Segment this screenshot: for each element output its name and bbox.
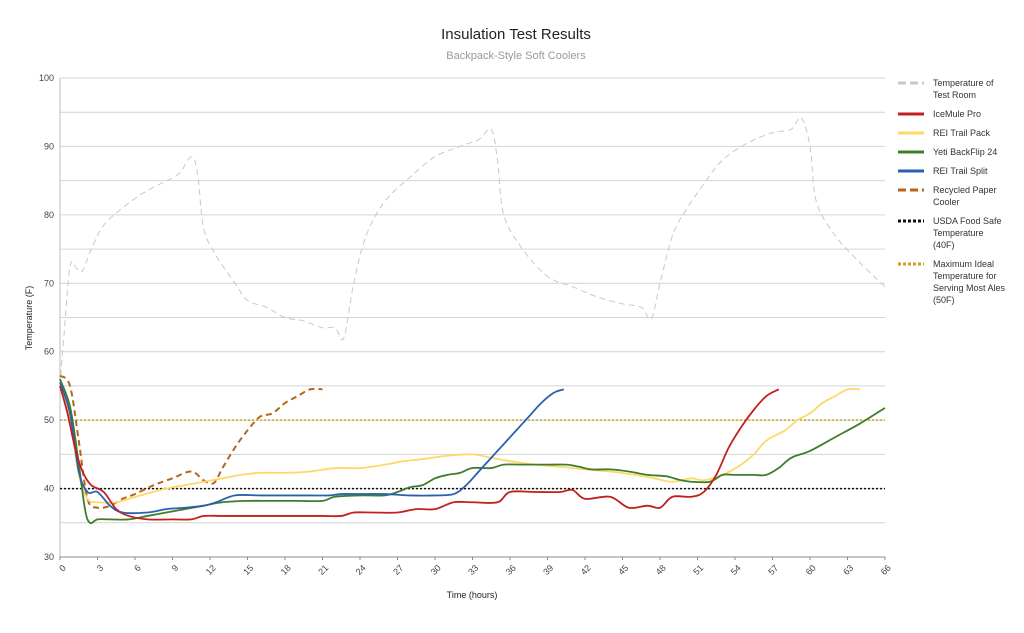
x-tick-label: 39 (541, 563, 555, 577)
series-line-yeti-backflip-24 (59, 378, 886, 525)
x-tick-label: 54 (729, 563, 743, 577)
x-tick-label: 42 (579, 563, 593, 577)
legend-label: REI Trail Split (933, 166, 988, 176)
x-tick-label: 66 (879, 563, 893, 577)
y-axis-ticks: 30 40 50 60 70 80 90 100 (39, 73, 54, 562)
x-tick-label: 45 (616, 563, 630, 577)
y-tick-label: 90 (44, 141, 54, 151)
x-tick-label: 30 (429, 563, 443, 577)
x-axis-ticks: 0 3 6 9 12 15 18 21 24 27 30 33 36 39 42 45 48 51 54 57 60 63… (57, 557, 893, 577)
x-tick-label: 0 (57, 563, 68, 574)
legend-label: Maximum Ideal (933, 259, 994, 269)
x-tick-label: 60 (804, 563, 818, 577)
y-tick-label: 50 (44, 415, 54, 425)
legend-label: USDA Food Safe (933, 216, 1002, 226)
chart-subtitle: Backpack-Style Soft Coolers (446, 50, 586, 62)
x-tick-label: 36 (504, 563, 518, 577)
y-tick-label: 70 (44, 278, 54, 288)
legend: Temperature of Test Room IceMule Pro REI Tr… (898, 78, 1006, 305)
x-tick-label: 24 (354, 563, 368, 577)
legend-label: Temperature (933, 228, 984, 238)
series-line-rei-trail-split (59, 382, 565, 515)
y-tick-label: 30 (44, 552, 54, 562)
legend-label: (40F) (933, 240, 955, 250)
legend-label: Yeti BackFlip 24 (933, 147, 997, 157)
x-tick-label: 21 (316, 563, 330, 577)
legend-label: (50F) (933, 295, 955, 305)
y-tick-label: 40 (44, 484, 54, 494)
x-tick-label: 3 (95, 563, 106, 574)
series-lines (59, 116, 886, 525)
y-tick-label: 100 (39, 73, 54, 83)
chart-title: Insulation Test Results (441, 26, 591, 43)
x-tick-label: 27 (391, 563, 405, 577)
series-line-temperature-of-test-room (59, 116, 886, 386)
series-line-recycled-paper-cooler (59, 374, 323, 510)
legend-label: REI Trail Pack (933, 128, 991, 138)
x-tick-label: 9 (170, 563, 181, 574)
x-tick-label: 18 (279, 563, 293, 577)
legend-label: Cooler (933, 197, 960, 207)
y-tick-label: 60 (44, 347, 54, 357)
y-axis-label: Temperature (F) (24, 286, 34, 351)
legend-label: Serving Most Ales (933, 283, 1006, 293)
legend-label: Temperature of (933, 78, 994, 88)
x-tick-label: 12 (204, 563, 218, 577)
x-tick-label: 33 (466, 563, 480, 577)
series-line-rei-trail-pack (59, 385, 861, 504)
legend-label: Recycled Paper (933, 185, 997, 195)
legend-label: IceMule Pro (933, 109, 981, 119)
x-axis-label: Time (hours) (447, 590, 498, 600)
x-tick-label: 15 (241, 563, 255, 577)
series-line-icemule-pro (59, 385, 780, 521)
x-tick-label: 6 (132, 563, 143, 574)
legend-label: Temperature for (933, 271, 997, 281)
x-tick-label: 51 (691, 563, 705, 577)
x-tick-label: 57 (766, 563, 780, 577)
x-tick-label: 63 (841, 563, 855, 577)
legend-label: Test Room (933, 90, 976, 100)
x-tick-label: 48 (654, 563, 668, 577)
y-tick-label: 80 (44, 210, 54, 220)
